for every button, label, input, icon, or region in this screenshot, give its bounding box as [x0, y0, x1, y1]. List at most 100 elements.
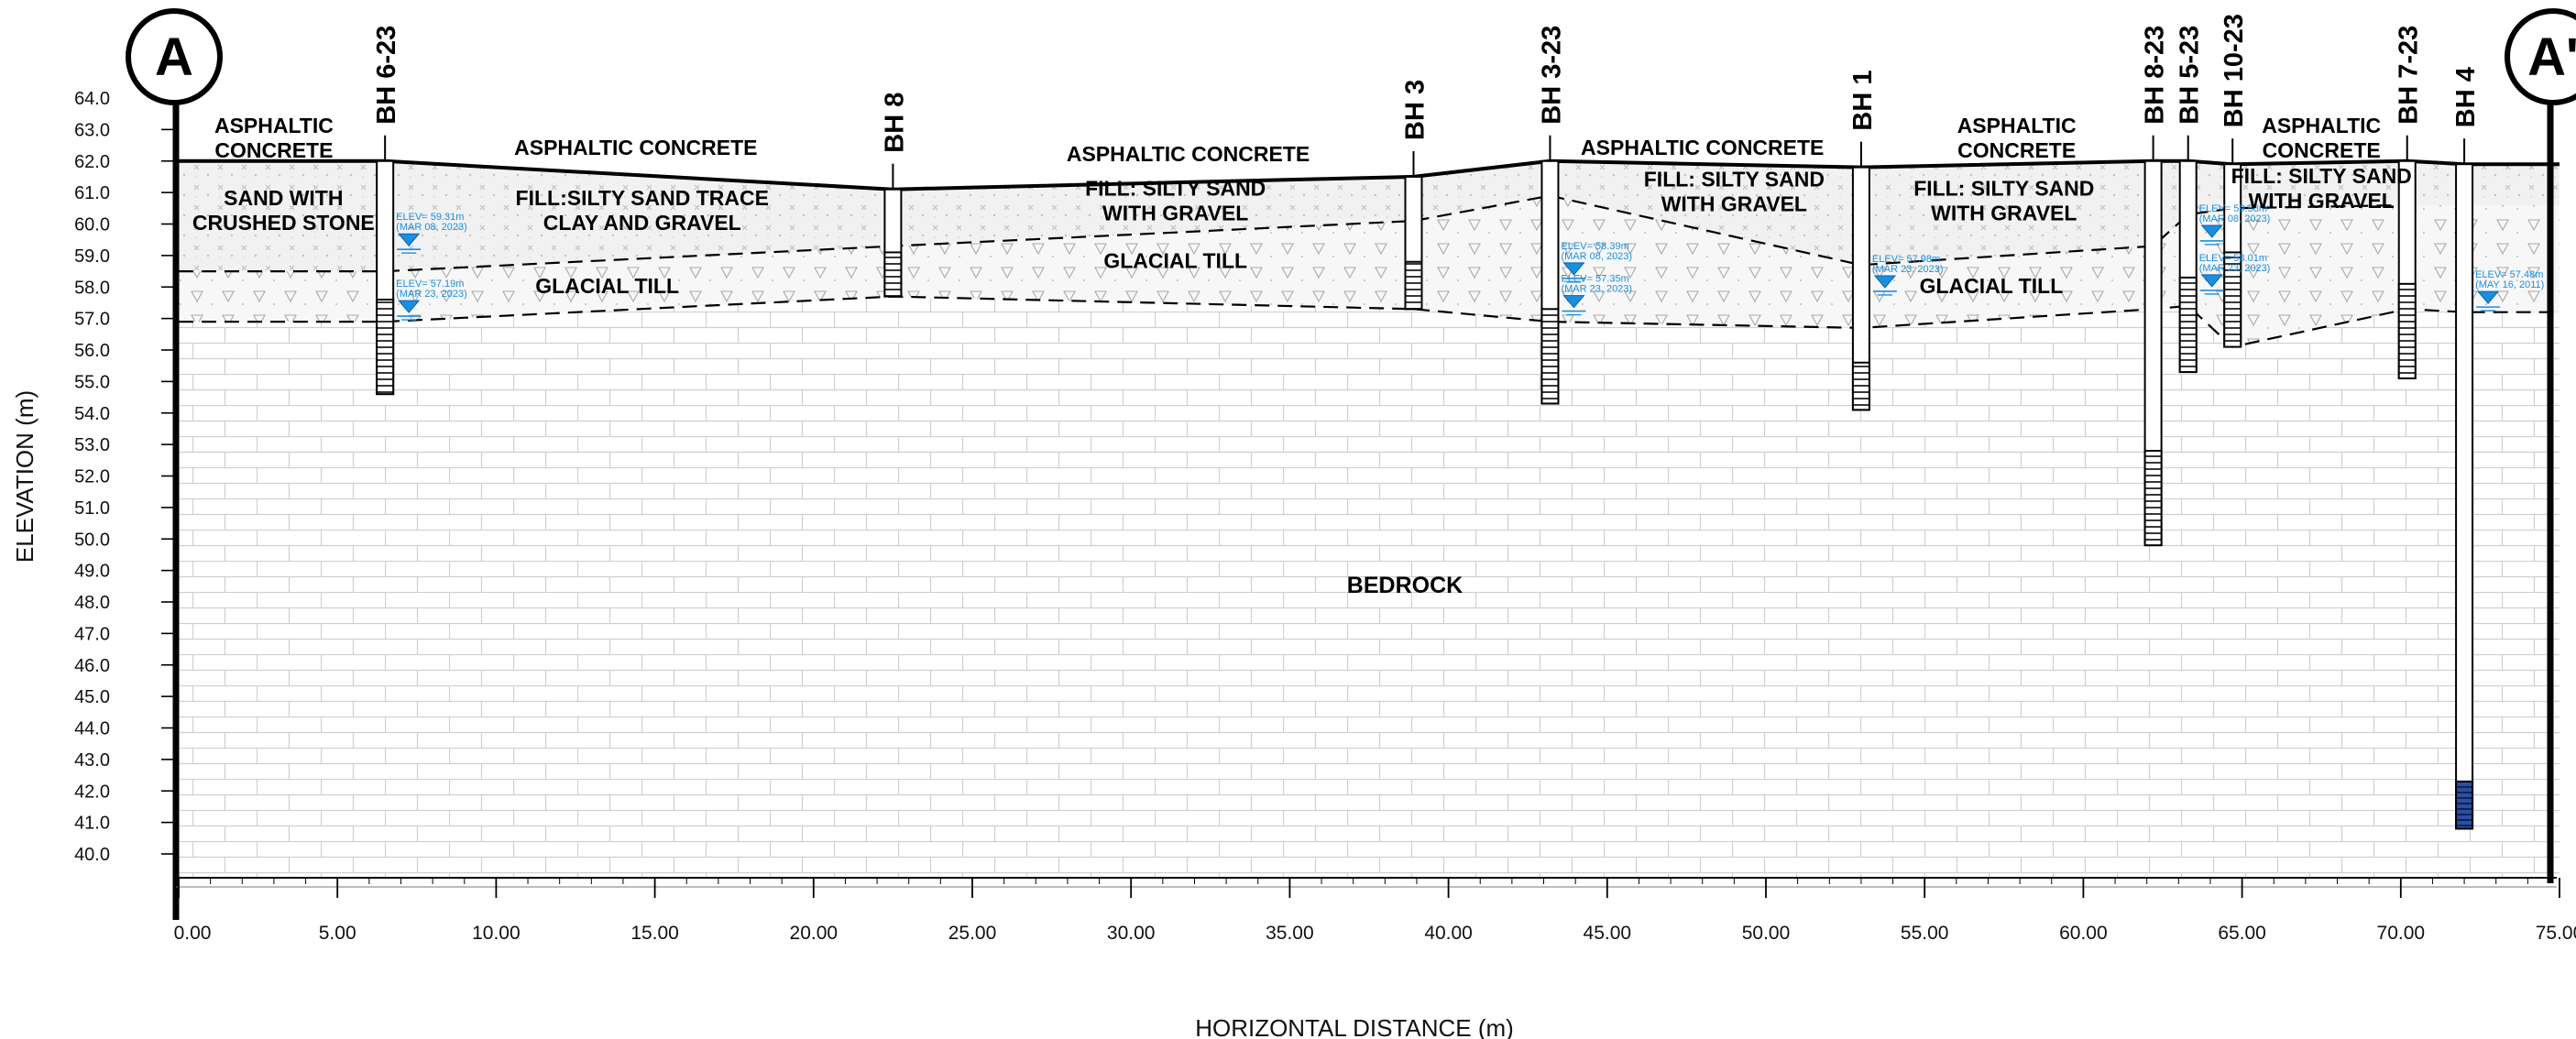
layer-label-line: CLAY AND GRAVEL	[543, 211, 741, 235]
water-level-date: (MAR 23, 2023)	[396, 289, 467, 300]
layer-label-line: ASPHALTIC CONCRETE	[514, 136, 757, 159]
y-tick-label: 52.0	[74, 467, 110, 487]
water-level-elevation: ELEV= 58.39m	[1561, 241, 1628, 252]
borehole-screen	[883, 251, 903, 298]
water-level: ELEV= 57.35m(MAR 23, 2023)	[1561, 274, 1632, 316]
layer-label-line: CONCRETE	[2263, 138, 2381, 162]
layer-label-line: SAND WITH	[224, 186, 343, 210]
y-tick-label: 55.0	[74, 372, 110, 392]
borehole-label: BH 4	[2451, 67, 2481, 127]
water-level-date: (MAY 16, 2011)	[2475, 279, 2544, 290]
y-tick-label: 60.0	[74, 215, 110, 235]
water-level-elevation: ELEV= 57.98m	[1872, 254, 1940, 265]
x-tick-label: 75.00	[2536, 923, 2576, 944]
borehole: BH 3-23	[1537, 26, 1566, 405]
water-level-icon	[1873, 275, 1896, 289]
y-tick-label: 45.0	[74, 687, 110, 707]
y-axis: 64.0 63.0 62.0 61.0 60.0 59.0 58.0 57.0 56.0 55.0…	[74, 89, 176, 865]
layer-label: ASPHALTIC CONCRETE	[1581, 136, 1824, 159]
y-tick-label: 51.0	[74, 498, 110, 519]
y-tick-label: 61.0	[74, 183, 110, 203]
strata-layers	[179, 160, 2560, 879]
water-level-icon	[2200, 224, 2223, 238]
x-tick-label: 15.00	[630, 923, 679, 944]
y-tick-label: 43.0	[74, 750, 110, 771]
borehole: BH 1	[1848, 71, 1878, 411]
y-tick-label: 59.0	[74, 246, 110, 267]
borehole-screen	[2178, 276, 2198, 374]
layer-label-line: GLACIAL TILL	[1103, 249, 1247, 273]
fill-layer	[179, 160, 2560, 272]
water-level: ELEV= 57.48m(MAY 16, 2011)	[2475, 269, 2544, 312]
y-tick-label: 40.0	[74, 845, 110, 865]
water-levels: ELEV= 59.31m (MAR 08, 2023) ELEV= 57.19m(M…	[396, 203, 2544, 321]
borehole-screen	[2223, 251, 2242, 348]
section-end-marker: A'	[2505, 8, 2576, 105]
water-level-icon	[1562, 262, 1585, 276]
layer-label-line: FILL: SILTY SAND	[1644, 167, 1825, 191]
y-tick-label: 63.0	[74, 120, 110, 140]
y-tick-label: 54.0	[74, 404, 110, 424]
borehole-screen	[376, 299, 395, 396]
y-tick-label: 57.0	[74, 310, 110, 330]
y-tick-label: 58.0	[74, 278, 110, 298]
layer-label-line: WITH GRAVEL	[1102, 202, 1248, 225]
borehole-label: BH 6-23	[372, 26, 401, 125]
y-tick-label: 46.0	[74, 656, 110, 676]
layer-label-line: ASPHALTIC	[214, 114, 334, 137]
water-level-elevation: ELEV= 59.31m	[396, 212, 464, 223]
x-tick-label: 50.00	[1742, 923, 1791, 944]
water-level-icon	[1562, 295, 1585, 309]
y-tick-label: 56.0	[74, 341, 110, 361]
x-tick-label: 0.00	[174, 923, 212, 944]
borehole-screen	[2455, 780, 2474, 830]
layer-label-line: CRUSHED STONE	[192, 211, 375, 235]
layer-label-line: FILL: SILTY SAND	[2231, 164, 2412, 188]
borehole-screen	[1540, 308, 1560, 405]
layer-label-line: ASPHALTIC	[2262, 114, 2381, 137]
water-level: ELEV= 58.01m(MAR 23, 2023)	[2199, 253, 2270, 295]
layer-label-line: ASPHALTIC	[1957, 114, 2077, 137]
y-tick-label: 47.0	[74, 624, 110, 644]
layer-label: ASPHALTIC CONCRETE	[514, 136, 757, 159]
y-tick-label: 48.0	[74, 593, 110, 613]
section-frame	[172, 99, 2554, 920]
water-level-icon	[2477, 290, 2500, 304]
layer-label-line: FILL:SILTY SAND TRACE	[516, 186, 769, 210]
x-tick-label: 25.00	[948, 923, 997, 944]
water-level-date: (MAR 23, 2023)	[1561, 284, 1632, 295]
boreholes: BH 6-23 BH 8 BH 3 BH 3-23 BH 1 BH 8-23 BH 5-23…	[372, 14, 2481, 830]
borehole: BH 3	[1400, 80, 1430, 311]
layer-label-line: WITH GRAVEL	[1661, 191, 1807, 215]
x-axis: 0.00 5.00 10.00 15.00 20.00 25.00 30.00 35.00 40…	[174, 877, 2576, 944]
layer-label-line: WITH GRAVEL	[1931, 202, 2077, 225]
borehole-screen	[1404, 260, 1423, 311]
water-level: ELEV= 57.98m(MAR 23, 2023)	[1872, 254, 1944, 296]
x-tick-label: 65.00	[2218, 923, 2266, 944]
water-level-date: (MAR 08, 2023)	[2199, 213, 2271, 224]
layer-label-line: ASPHALTIC CONCRETE	[1067, 142, 1310, 166]
water-level-elevation: ELEV= 59.58m	[2199, 203, 2267, 214]
ground-surface-line	[179, 159, 2560, 191]
water-level: ELEV= 59.58m(MAR 08, 2023)	[2199, 203, 2271, 246]
x-tick-label: 40.00	[1424, 923, 1473, 944]
section-start-label: A	[155, 27, 193, 87]
y-tick-label: 49.0	[74, 562, 110, 582]
borehole-label: BH 1	[1848, 71, 1878, 131]
borehole-label: BH 5-23	[2176, 26, 2205, 125]
water-level: ELEV= 57.19m(MAR 23, 2023)	[396, 279, 467, 321]
x-tick-label: 55.00	[1901, 923, 1949, 944]
water-level-elevation: ELEV= 57.35m	[1561, 274, 1628, 285]
y-tick-label: 62.0	[74, 152, 110, 172]
borehole-label: BH 8-23	[2141, 26, 2170, 125]
borehole-label: BH 10-23	[2220, 14, 2249, 127]
water-level: ELEV= 58.39m(MAR 08, 2023)	[1561, 241, 1632, 283]
y-tick-label: 42.0	[74, 782, 110, 802]
